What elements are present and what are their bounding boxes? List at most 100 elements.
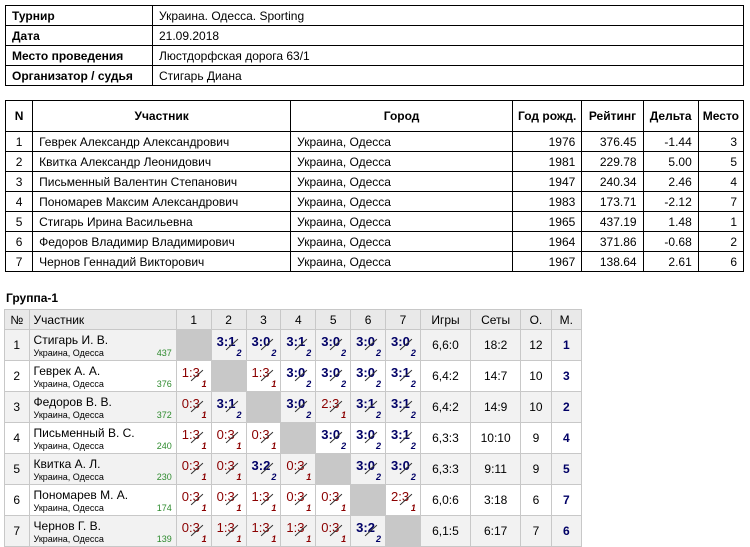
group-player-rating: 230 — [156, 472, 172, 482]
match-result-cell: 3:0 2 — [350, 453, 387, 485]
table-row: 3 Письменный Валентин Степанович Украина, … — [4, 171, 745, 192]
match-result: 1:3 1 — [281, 517, 315, 545]
group-header-sets: Сеты — [470, 309, 522, 330]
group-header-no: № — [4, 309, 30, 330]
group-player-rating: 376 — [156, 379, 172, 389]
group-player-no: 7 — [4, 515, 30, 547]
match-points: 1 — [201, 410, 207, 420]
info-value: Люстдорфская дорога 63/1 — [152, 45, 744, 66]
group-self-cell — [385, 515, 421, 547]
group-player-no: 3 — [4, 391, 30, 423]
match-result: 1:3 1 — [177, 424, 211, 452]
match-result-cell: 0:3 1 — [175, 484, 212, 516]
participant-delta: 2.46 — [642, 171, 699, 192]
match-result-cell: 3:0 2 — [245, 329, 282, 361]
participant-rating: 437.19 — [581, 211, 644, 232]
match-score: 0:3 — [216, 427, 235, 442]
match-score: 0:3 — [181, 489, 200, 504]
match-points: 2 — [236, 348, 242, 358]
match-result: 3:1 2 — [386, 393, 420, 421]
match-result-cell: 3:1 2 — [385, 360, 421, 392]
group-header-points: О. — [520, 309, 552, 330]
group-header-col-7: 7 — [385, 309, 421, 330]
participant-rating: 376.45 — [581, 131, 644, 152]
match-result-cell: 0:3 1 — [315, 484, 352, 516]
participant-city: Украина, Одесса — [290, 231, 514, 252]
participant-delta: 2.61 — [642, 251, 699, 272]
info-row: Дата 21.09.2018 — [5, 25, 744, 46]
group-self-cell — [210, 360, 247, 392]
match-points: 2 — [306, 410, 312, 420]
match-score: 1:3 — [181, 365, 200, 380]
group-self-cell — [350, 484, 387, 516]
group-title: Группа-1 — [6, 291, 59, 305]
match-points: 2 — [376, 410, 382, 420]
match-result: 0:3 1 — [281, 486, 315, 514]
group-player-cell: Федоров В. В. Украина, Одесса 372 — [28, 391, 177, 423]
match-points: 1 — [271, 441, 277, 451]
match-result-cell: 0:3 1 — [210, 453, 247, 485]
match-result: 2:3 1 — [316, 393, 350, 421]
participant-rating: 173.71 — [581, 191, 644, 212]
match-result-cell: 0:3 1 — [210, 422, 247, 454]
match-points: 2 — [341, 348, 347, 358]
header-participant: Участник — [32, 100, 292, 132]
group-header-col-4: 4 — [280, 309, 317, 330]
group-player-no: 6 — [4, 484, 30, 516]
match-points: 2 — [271, 348, 277, 358]
match-points: 2 — [341, 379, 347, 389]
group-place: 3 — [550, 360, 583, 392]
participant-year: 1976 — [512, 131, 583, 152]
match-result-cell: 1:3 1 — [245, 515, 282, 547]
match-points: 1 — [410, 503, 416, 513]
participant-rating: 240.34 — [581, 171, 644, 192]
info-row: Место проведения Люстдорфская дорога 63/1 — [5, 45, 744, 66]
match-result: 3:1 2 — [212, 393, 246, 421]
match-result-cell: 0:3 1 — [315, 515, 352, 547]
group-player-city: Украина, Одесса — [33, 347, 104, 358]
participant-name: Чернов Геннадий Викторович — [32, 251, 292, 272]
table-row: 5 Стигарь Ирина Васильевна Украина, Одесса… — [4, 211, 745, 232]
group-player-name: Федоров В. В. — [33, 394, 112, 409]
match-points: 1 — [201, 534, 207, 544]
group-row: 6 Пономарев М. А. Украина, Одесса 174 0:3 1 0:… — [4, 484, 583, 516]
match-result: 3:1 2 — [281, 331, 315, 359]
group-header-games: Игры — [419, 309, 472, 330]
match-score: 0:3 — [216, 489, 235, 504]
match-result: 3:0 2 — [351, 362, 385, 390]
group-sets: 9:11 — [470, 453, 522, 485]
participants-table: N Участник Город Год рожд. Рейтинг Дельт… — [4, 100, 745, 272]
match-result-cell: 3:1 2 — [210, 329, 247, 361]
match-result-cell: 1:3 1 — [245, 360, 282, 392]
group-points: 9 — [520, 422, 552, 454]
group-header-col-3: 3 — [245, 309, 282, 330]
info-label: Место проведения — [5, 45, 153, 66]
header-rating: Рейтинг — [581, 100, 644, 132]
info-value: 21.09.2018 — [152, 25, 744, 46]
match-result-cell: 0:3 1 — [280, 453, 317, 485]
match-result: 3:2 2 — [247, 455, 281, 483]
group-player-rating: 240 — [156, 441, 172, 451]
match-result: 0:3 1 — [316, 486, 350, 514]
participant-delta: 1.48 — [642, 211, 699, 232]
match-points: 2 — [410, 379, 416, 389]
participant-place: 7 — [697, 191, 745, 212]
match-points: 1 — [201, 503, 207, 513]
group-points: 10 — [520, 391, 552, 423]
participant-year: 1981 — [512, 151, 583, 172]
match-points: 2 — [410, 348, 416, 358]
group-player-no: 4 — [4, 422, 30, 454]
match-result-cell: 3:0 2 — [280, 360, 317, 392]
table-row: 6 Федоров Владимир Владимирович Украина, О… — [4, 231, 745, 252]
group-self-cell — [175, 329, 212, 361]
participant-city: Украина, Одесса — [290, 251, 514, 272]
match-result-cell: 3:1 2 — [385, 391, 421, 423]
match-result: 0:3 1 — [177, 486, 211, 514]
participant-year: 1964 — [512, 231, 583, 252]
match-result-cell: 3:2 2 — [245, 453, 282, 485]
table-row: 2 Квитка Александр Леонидович Украина, Оде… — [4, 151, 745, 172]
info-value: Стигарь Диана — [152, 65, 744, 86]
group-header-col-5: 5 — [315, 309, 352, 330]
match-result-cell: 3:0 2 — [385, 329, 421, 361]
group-header-col-6: 6 — [350, 309, 387, 330]
